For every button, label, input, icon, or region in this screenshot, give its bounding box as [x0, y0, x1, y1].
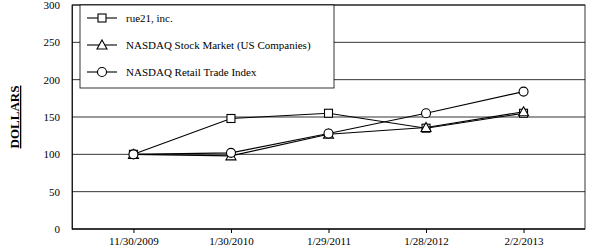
legend-marker — [97, 40, 107, 49]
legend-label: NASDAQ Retail Trade Index — [126, 66, 257, 78]
x-tick-mark — [524, 229, 525, 233]
data-point — [128, 149, 138, 158]
y-tick: 150 — [44, 111, 73, 123]
x-tick-label: 1/28/2012 — [404, 235, 449, 247]
data-point — [324, 129, 333, 138]
y-tick-label: 150 — [44, 111, 61, 123]
x-tick-label: 11/30/2009 — [109, 235, 159, 247]
legend: rue21, inc. NASDAQ Stock Market (US Compa… — [80, 5, 334, 88]
x-tick-mark — [133, 229, 134, 233]
y-tick: 300 — [44, 0, 73, 11]
x-tick: 1/29/2011 — [307, 229, 351, 247]
chart: 0 50 100 150 200 250 300 11/30/2009 1/30/2010 1/2… — [0, 0, 591, 250]
x-tick-label: 1/30/2010 — [209, 235, 254, 247]
y-tick: 100 — [44, 148, 73, 160]
x-tick-mark — [329, 229, 330, 233]
grid-line — [72, 191, 585, 192]
y-tick-label: 100 — [44, 148, 61, 160]
data-point — [227, 114, 235, 122]
data-point — [325, 109, 333, 117]
data-point — [422, 109, 431, 118]
x-tick-label: 1/29/2011 — [307, 235, 351, 247]
plot-frame — [72, 5, 585, 229]
legend-label: rue21, inc. — [126, 12, 173, 24]
data-point — [129, 150, 138, 159]
x-tick-label: 2/2/2013 — [504, 235, 544, 247]
plot-area — [128, 87, 528, 160]
y-tick-label: 0 — [55, 223, 61, 235]
x-axis: 11/30/2009 1/30/2010 1/29/2011 1/28/2012 2/2… — [72, 229, 585, 247]
legend-marker — [98, 14, 106, 22]
data-point — [129, 150, 137, 158]
legend-box — [80, 5, 334, 88]
x-tick-mark — [426, 229, 427, 233]
y-tick: 50 — [49, 186, 72, 198]
y-axis-title: DOLLARS — [7, 86, 22, 149]
y-tick-label: 250 — [44, 36, 61, 48]
y-axis-line — [72, 6, 73, 230]
data-point — [421, 122, 431, 131]
series-line — [133, 92, 523, 155]
data-point — [519, 87, 528, 96]
data-point — [226, 148, 235, 157]
y-tick: 200 — [44, 74, 73, 86]
x-tick: 11/30/2009 — [109, 229, 159, 247]
series-line — [133, 113, 523, 154]
data-point — [519, 107, 529, 116]
y-axis: 0 50 100 150 200 250 300 — [44, 0, 73, 235]
legend-label: NASDAQ Stock Market (US Companies) — [126, 39, 311, 52]
y-tick: 0 — [55, 223, 73, 235]
legend-marker — [98, 68, 107, 77]
y-tick: 250 — [44, 36, 73, 48]
y-tick-label: 300 — [44, 0, 61, 11]
y-tick-label: 50 — [49, 186, 61, 198]
x-tick: 1/28/2012 — [404, 229, 449, 247]
data-point — [324, 129, 334, 138]
series-line — [133, 112, 523, 156]
grid — [72, 5, 585, 229]
x-tick: 2/2/2013 — [504, 229, 544, 247]
x-tick: 1/30/2010 — [209, 229, 254, 247]
x-tick-mark — [231, 229, 232, 233]
y-tick-label: 200 — [44, 74, 61, 86]
